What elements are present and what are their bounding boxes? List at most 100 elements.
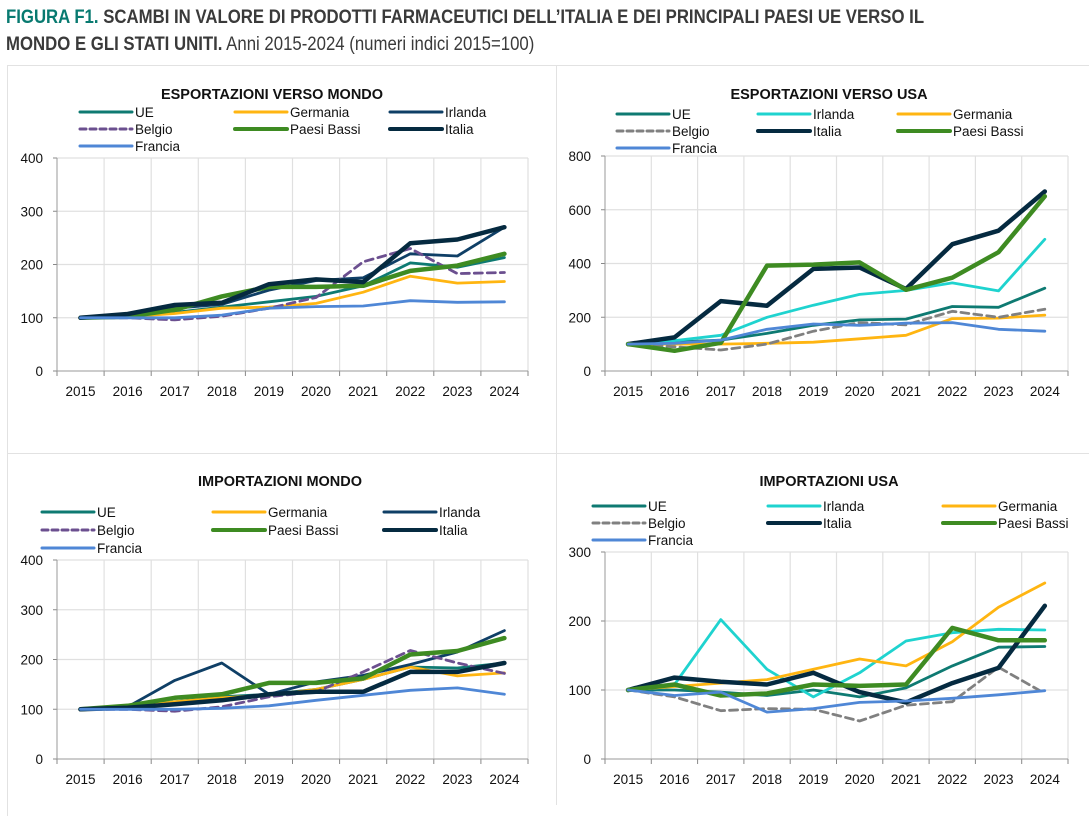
legend-label: Belgio	[672, 124, 710, 139]
y-tick-label: 300	[20, 204, 43, 219]
y-tick-label: 100	[20, 702, 43, 717]
x-tick-label: 2023	[442, 384, 472, 399]
x-tick-label: 2015	[66, 772, 96, 787]
legend-label: Italia	[823, 516, 852, 531]
x-tick-label: 2018	[752, 384, 782, 399]
legend-label: Italia	[445, 122, 474, 137]
legend-item-italia: Italia	[382, 523, 468, 538]
x-tick-label: 2024	[1030, 772, 1061, 787]
chart-title: ESPORTAZIONI VERSO MONDO	[161, 87, 383, 103]
legend-item-ue: UE	[78, 105, 154, 120]
x-tick-label: 2015	[613, 772, 643, 787]
y-tick-label: 800	[568, 149, 591, 164]
y-tick-label: 100	[568, 683, 591, 698]
legend-label: Paesi Bassi	[268, 523, 339, 538]
legend-item-belgio: Belgio	[615, 124, 710, 139]
legend-label: Paesi Bassi	[953, 124, 1024, 139]
y-tick-label: 300	[20, 603, 43, 618]
panel-divider-horizontal	[7, 453, 1089, 454]
legend-item-francia: Francia	[615, 141, 718, 156]
legend-item-germania: Germania	[941, 499, 1058, 514]
legend-label: UE	[97, 505, 116, 520]
x-tick-label: 2021	[891, 384, 921, 399]
legend-item-germania: Germania	[211, 505, 328, 520]
x-tick-label: 2018	[752, 772, 782, 787]
legend-item-belgio: Belgio	[591, 516, 686, 531]
legend-label: Italia	[813, 124, 842, 139]
legend-item-francia: Francia	[40, 541, 143, 556]
x-tick-label: 2024	[489, 772, 520, 787]
legend-label: Germania	[268, 505, 328, 520]
x-tick-label: 2021	[348, 772, 378, 787]
series-line-paesi-bassi	[78, 251, 507, 321]
y-tick-label: 300	[568, 545, 591, 560]
legend-label: Irlanda	[439, 505, 481, 520]
x-tick-label: 2022	[937, 772, 967, 787]
legend-label: Francia	[97, 541, 143, 556]
series-line-francia	[626, 321, 1047, 346]
x-tick-label: 2024	[1030, 384, 1061, 399]
legend-item-francia: Francia	[78, 139, 181, 154]
x-tick-label: 2016	[113, 384, 143, 399]
series-line-germania	[626, 581, 1047, 692]
series-line-irlanda	[626, 237, 1047, 346]
x-tick-label: 2017	[160, 772, 190, 787]
legend-item-irlanda: Irlanda	[766, 499, 865, 514]
legend-label: Francia	[672, 141, 718, 156]
chart-title: ESPORTAZIONI VERSO USA	[730, 87, 928, 103]
legend-item-belgio: Belgio	[40, 523, 135, 538]
legend-item-paesi-bassi: Paesi Bassi	[211, 523, 339, 538]
y-tick-label: 600	[568, 203, 591, 218]
y-tick-label: 0	[35, 752, 43, 767]
y-tick-label: 200	[20, 258, 43, 273]
legend-item-germania: Germania	[896, 107, 1013, 122]
x-tick-label: 2016	[659, 384, 689, 399]
legend-item-francia: Francia	[591, 533, 694, 548]
legend-item-paesi-bassi: Paesi Bassi	[941, 516, 1069, 531]
legend-item-paesi-bassi: Paesi Bassi	[233, 122, 361, 137]
y-tick-label: 0	[583, 364, 591, 379]
legend-label: Germania	[998, 499, 1058, 514]
legend-label: Irlanda	[813, 107, 855, 122]
y-tick-label: 200	[568, 310, 591, 325]
figure-frame	[7, 65, 1089, 816]
series-line-francia	[79, 299, 506, 320]
legend-item-ue: UE	[591, 499, 667, 514]
legend-label: Paesi Bassi	[290, 122, 361, 137]
y-tick-label: 400	[20, 151, 43, 166]
y-tick-label: 400	[568, 257, 591, 272]
x-tick-label: 2019	[798, 384, 828, 399]
x-tick-label: 2021	[891, 772, 921, 787]
figure-title: FIGURA F1. SCAMBI IN VALORE DI PRODOTTI …	[6, 4, 1038, 58]
series-line-irlanda	[79, 629, 506, 711]
series-line-germania	[626, 313, 1047, 346]
x-tick-label: 2019	[254, 384, 284, 399]
gridlines	[601, 551, 1069, 764]
series-line-paesi-bassi	[78, 635, 507, 712]
legend-label: Belgio	[135, 122, 173, 137]
figure-title-line2: MONDO E GLI STATI UNITI.	[6, 33, 223, 55]
x-tick-label: 2023	[984, 384, 1014, 399]
legend-item-irlanda: Irlanda	[388, 105, 487, 120]
x-tick-label: 2020	[301, 384, 331, 399]
legend-label: Francia	[648, 533, 694, 548]
x-tick-label: 2020	[845, 384, 875, 399]
gridlines	[53, 559, 529, 764]
x-tick-label: 2016	[113, 772, 143, 787]
x-tick-label: 2020	[845, 772, 875, 787]
legend-item-irlanda: Irlanda	[382, 505, 481, 520]
series-line-paesi-bassi	[625, 625, 1048, 698]
x-tick-label: 2024	[489, 384, 520, 399]
x-tick-label: 2018	[207, 772, 237, 787]
x-tick-label: 2023	[984, 772, 1014, 787]
legend-item-italia: Italia	[756, 124, 842, 139]
x-tick-label: 2017	[706, 384, 736, 399]
x-tick-label: 2015	[66, 384, 96, 399]
legend-label: Paesi Bassi	[998, 516, 1069, 531]
legend-label: UE	[672, 107, 691, 122]
x-tick-label: 2021	[348, 384, 378, 399]
legend-item-ue: UE	[40, 505, 116, 520]
